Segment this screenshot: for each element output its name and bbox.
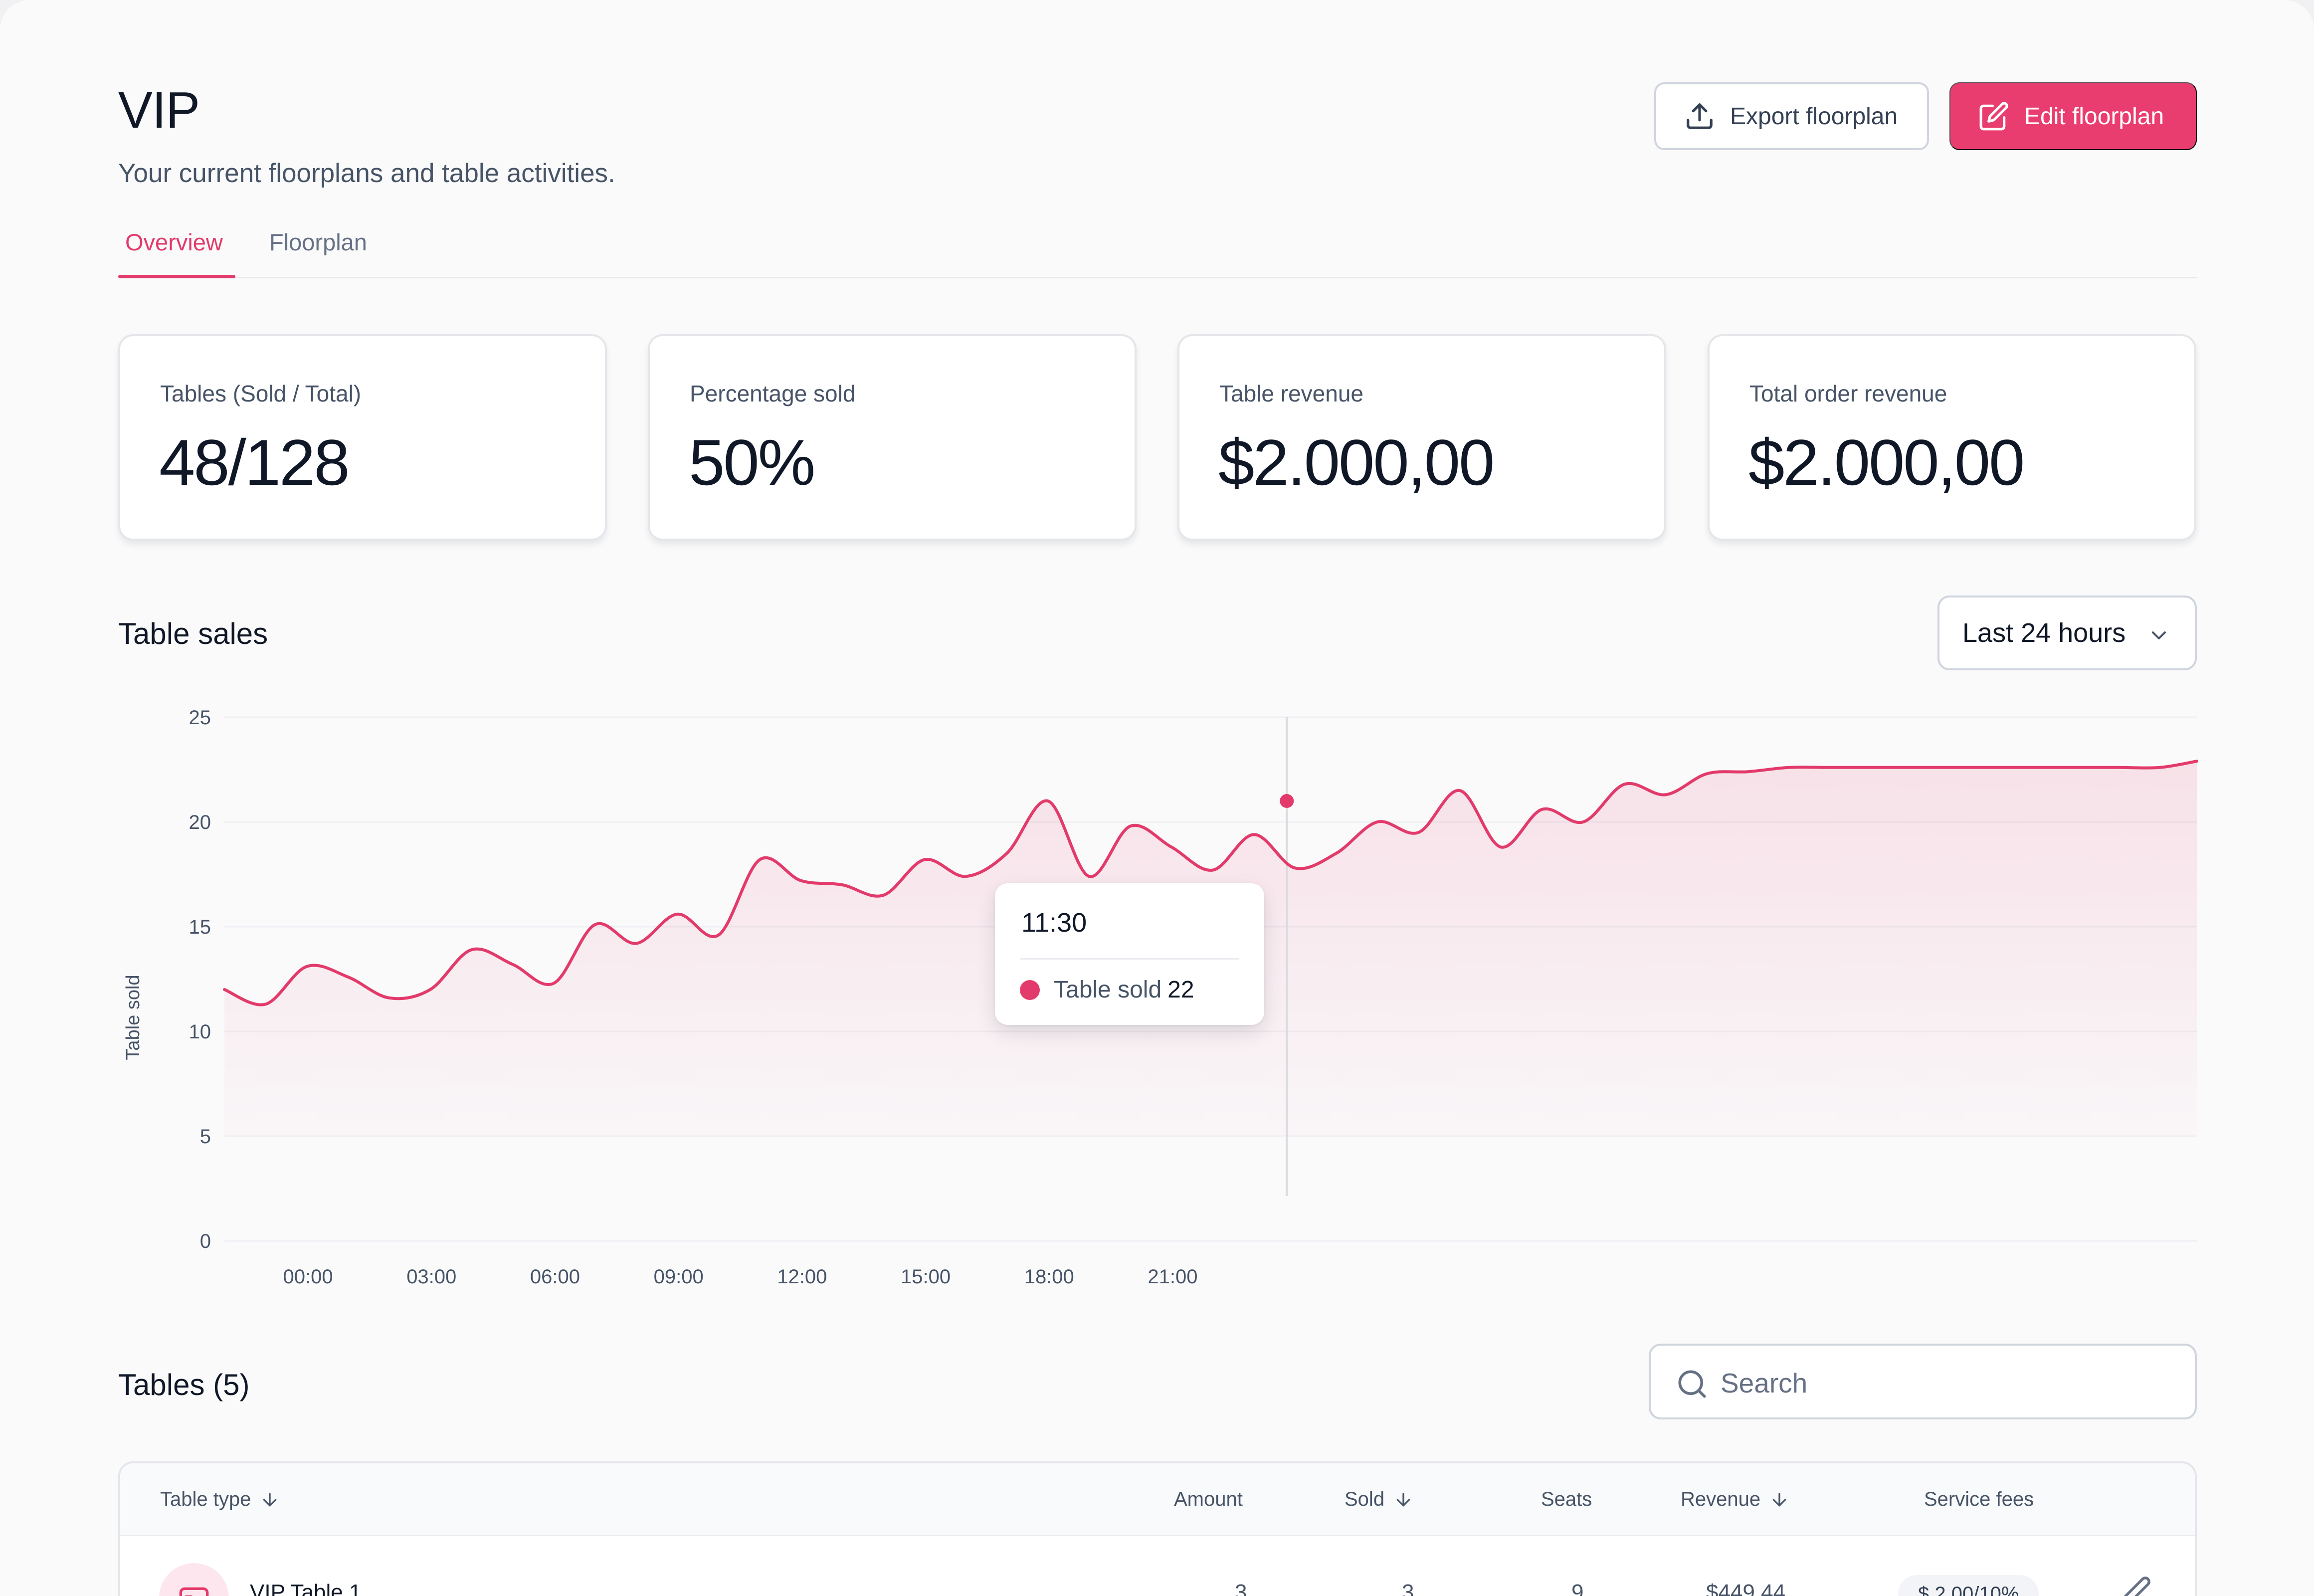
export-floorplan-label: Export floorplan <box>1730 103 1898 130</box>
table-row-seats: 9 <box>1571 1580 1584 1596</box>
search-input[interactable] <box>1721 1361 2169 1405</box>
x-tick-label: 03:00 <box>406 1266 456 1288</box>
table-icon <box>179 1587 209 1596</box>
column-header-revenue[interactable]: Revenue <box>1681 1488 1789 1511</box>
y-tick-label: 15 <box>189 916 211 938</box>
column-header-label: Sold <box>1345 1488 1385 1510</box>
stat-label: Table revenue <box>1219 381 1363 406</box>
page-title: VIP <box>118 81 200 139</box>
tooltip-time: 11:30 <box>1021 908 1087 938</box>
time-range-value: Last 24 hours <box>1962 618 2126 648</box>
stat-value: 48/128 <box>159 426 350 499</box>
x-axis: 00:00 03:00 06:00 09:00 12:00 15:00 18:00 21:00 <box>283 1266 1197 1288</box>
table-row-avatar <box>159 1563 229 1596</box>
column-header-label: Service fees <box>1924 1488 2034 1510</box>
tooltip-series-value: 22 <box>1167 977 1194 1003</box>
pencil-icon[interactable] <box>2120 1575 2152 1596</box>
tables-title: Tables (5) <box>118 1368 250 1401</box>
y-tick-label: 5 <box>200 1126 211 1148</box>
stat-card-table-revenue: Table revenue $2.000,00 <box>1177 334 1666 541</box>
stat-value: $2.000,00 <box>1748 426 2025 499</box>
table-sales-title: Table sales <box>118 617 268 650</box>
tab-overview-label: Overview <box>125 229 223 255</box>
stat-card-order-revenue: Total order revenue $2.000,00 <box>1708 334 2196 541</box>
tooltip-series-label: Table sold <box>1054 977 1162 1003</box>
search-box[interactable] <box>1649 1344 2197 1419</box>
tooltip-series-dot <box>1020 980 1040 1000</box>
x-tick-label: 12:00 <box>777 1266 827 1288</box>
stat-card-percentage: Percentage sold 50% <box>648 334 1137 541</box>
chart-tooltip: 11:30 Table sold 22 <box>995 883 1264 1025</box>
table-header: Table type Amount Sold Seats Revenue Ser… <box>120 1463 2195 1536</box>
stat-value: $2.000,00 <box>1218 426 1495 499</box>
tab-bar: Overview Floorplan <box>118 213 2197 278</box>
export-floorplan-button[interactable]: Export floorplan <box>1654 82 1929 150</box>
arrow-down-icon <box>1772 1493 1786 1506</box>
x-tick-label: 18:00 <box>1024 1266 1074 1288</box>
page-subtitle: Your current floorplans and table activi… <box>118 159 615 188</box>
search-icon <box>1678 1370 1706 1398</box>
y-axis: 0 5 10 15 20 25 <box>189 707 211 1252</box>
edit-floorplan-button[interactable]: Edit floorplan <box>1949 82 2197 150</box>
stat-label: Tables (Sold / Total) <box>160 381 362 406</box>
active-tab-indicator <box>118 275 235 278</box>
table-row-revenue: $449,44 <box>1706 1580 1786 1596</box>
stat-card-tables: Tables (Sold / Total) 48/128 <box>118 334 607 541</box>
column-header-label: Table type <box>160 1488 251 1510</box>
service-fee-badge: $ 2,00/10% <box>1898 1575 2039 1596</box>
stat-label: Percentage sold <box>690 381 856 406</box>
table-row-name: VIP Table 1 <box>250 1580 362 1596</box>
stat-value: 50% <box>689 426 815 499</box>
tables-table: Table type Amount Sold Seats Revenue Ser… <box>118 1461 2197 1596</box>
tab-overview[interactable]: Overview <box>125 228 223 278</box>
x-tick-label: 06:00 <box>530 1266 580 1288</box>
column-header-table-type[interactable]: Table type <box>160 1488 280 1511</box>
time-range-select[interactable]: Last 24 hours <box>1937 596 2197 670</box>
tooltip-series: Table sold 22 <box>1054 976 1194 1003</box>
x-tick-label: 09:00 <box>654 1266 704 1288</box>
upload-icon <box>1687 103 1713 129</box>
column-header-label: Revenue <box>1681 1488 1761 1510</box>
y-axis-label: Table sold <box>123 975 144 1060</box>
stat-label: Total order revenue <box>1749 381 1947 406</box>
series-line-table-sold <box>223 760 2198 1006</box>
column-header-seats[interactable]: Seats <box>1541 1488 1592 1511</box>
column-header-sold[interactable]: Sold <box>1345 1488 1413 1511</box>
tab-floorplan[interactable]: Floorplan <box>269 228 367 278</box>
hover-point <box>1280 794 1294 808</box>
arrow-down-icon <box>263 1493 277 1506</box>
y-tick-label: 20 <box>189 811 211 833</box>
y-tick-label: 0 <box>200 1230 211 1252</box>
column-header-label: Seats <box>1541 1488 1592 1510</box>
column-header-service-fees[interactable]: Service fees <box>1924 1488 2034 1511</box>
column-header-label: Amount <box>1174 1488 1243 1510</box>
x-tick-label: 00:00 <box>283 1266 333 1288</box>
x-tick-label: 15:00 <box>901 1266 951 1288</box>
x-tick-label: 21:00 <box>1148 1266 1197 1288</box>
edit-floorplan-label: Edit floorplan <box>2024 103 2164 130</box>
table-row-sold: 3 <box>1402 1580 1414 1596</box>
tooltip-divider <box>1020 958 1239 960</box>
arrow-down-icon <box>1396 1493 1410 1506</box>
chevron-down-icon <box>2152 631 2166 639</box>
table-row-amount: 3 <box>1235 1580 1247 1596</box>
tab-floorplan-label: Floorplan <box>269 229 367 255</box>
y-tick-label: 10 <box>189 1021 211 1043</box>
edit-icon <box>1979 102 2008 131</box>
y-tick-label: 25 <box>189 707 211 729</box>
column-header-amount[interactable]: Amount <box>1174 1488 1243 1511</box>
